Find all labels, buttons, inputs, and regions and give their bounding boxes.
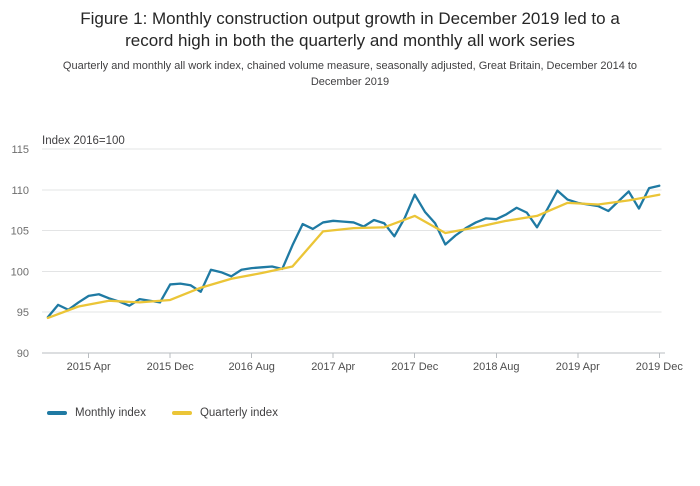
x-tick-label: 2019 Apr — [556, 361, 600, 373]
legend-label: Monthly index — [75, 407, 146, 419]
legend-item-quarterly: Quarterly index — [171, 407, 278, 419]
quarterly-line-swatch — [171, 411, 192, 415]
legend-label: Quarterly index — [199, 407, 278, 419]
monthly-index-line — [46, 184, 661, 319]
x-tick-label: 2019 Dec — [636, 361, 684, 373]
y-tick-label: 105 — [11, 226, 29, 238]
x-tick-label: 2015 Apr — [67, 361, 111, 373]
chart-legend: Monthly index Quarterly index — [47, 407, 278, 419]
y-tick-label: 100 — [11, 266, 29, 278]
y-tick-label: 95 — [17, 307, 29, 319]
y-tick-label: 110 — [11, 185, 29, 197]
x-tick-label: 2015 Dec — [147, 361, 195, 373]
x-tick-label: 2016 Aug — [228, 361, 275, 373]
figure-title: Figure 1: Monthly construction output gr… — [80, 9, 620, 51]
x-tick-label: 2018 Aug — [473, 361, 520, 373]
x-tick-label: 2017 Apr — [311, 361, 355, 373]
figure-subtitle: Quarterly and monthly all work index, ch… — [62, 60, 638, 88]
monthly-line-swatch — [47, 411, 67, 415]
axis-unit-label: Index 2016=100 — [42, 135, 125, 147]
legend-item-monthly: Monthly index — [47, 407, 146, 419]
y-tick-label: 90 — [17, 348, 29, 360]
y-tick-label: 115 — [11, 144, 29, 156]
quarterly-index-line — [46, 193, 661, 320]
x-tick-label: 2017 Dec — [391, 361, 439, 373]
